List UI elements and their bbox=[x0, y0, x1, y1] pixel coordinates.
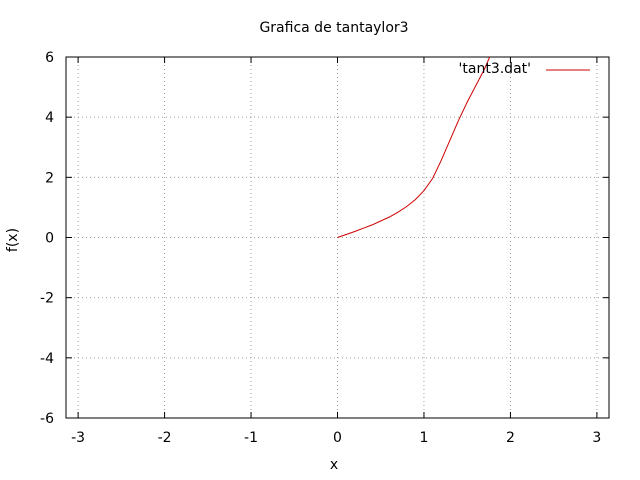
series-line bbox=[337, 56, 491, 238]
legend: 'tant3.dat' bbox=[459, 61, 590, 77]
y-tick-label: -4 bbox=[40, 351, 54, 367]
x-tick-label: -1 bbox=[244, 430, 258, 446]
x-tick-label: -3 bbox=[71, 430, 85, 446]
y-tick-label: 2 bbox=[45, 170, 54, 186]
x-tick-label: 1 bbox=[420, 430, 429, 446]
x-tick-label: 0 bbox=[333, 430, 342, 446]
y-tick-label: 6 bbox=[45, 50, 54, 66]
chart-title: Grafica de tantaylor3 bbox=[259, 20, 408, 36]
y-tick-label: -6 bbox=[40, 411, 54, 427]
x-axis-label: x bbox=[330, 457, 338, 473]
x-tick-label: 2 bbox=[506, 430, 515, 446]
legend-entry-label: 'tant3.dat' bbox=[459, 61, 531, 77]
x-tick-label: 3 bbox=[592, 430, 601, 446]
x-tick-label: -2 bbox=[158, 430, 172, 446]
axis-ticks: -3 -2 -1 0 1 2 3 -6 -4 -2 0 2 4 6 bbox=[40, 50, 609, 446]
y-tick-label: 4 bbox=[45, 110, 54, 126]
y-axis-label: f(x) bbox=[5, 228, 21, 252]
y-tick-label: 0 bbox=[45, 231, 54, 247]
series-layer bbox=[337, 56, 491, 238]
y-tick-label: -2 bbox=[40, 291, 54, 307]
